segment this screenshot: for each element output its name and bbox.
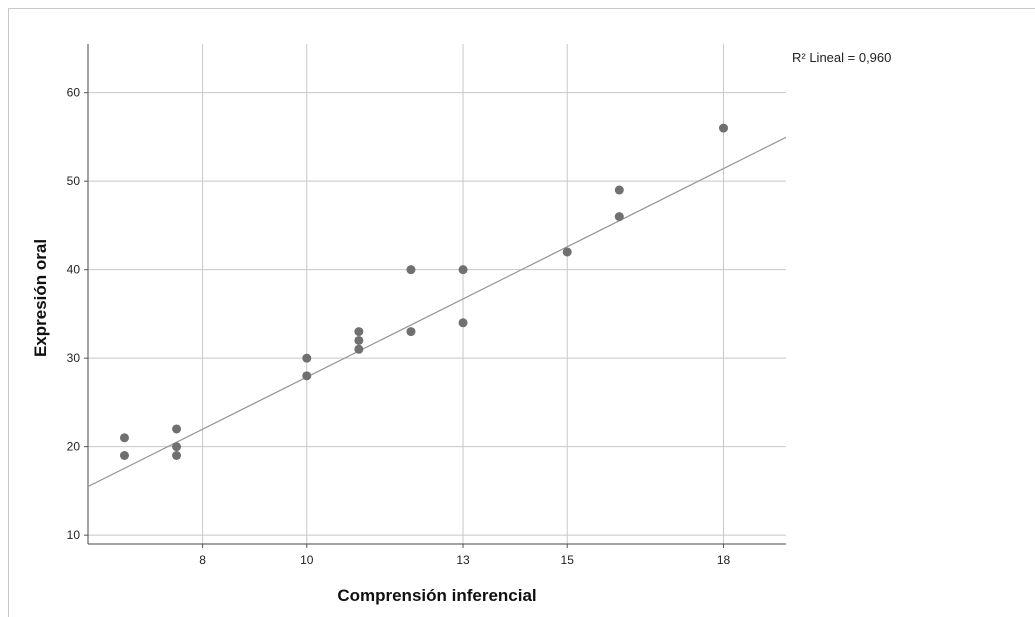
data-points	[119, 123, 728, 461]
x-tick-label: 8	[199, 553, 206, 567]
data-point	[354, 327, 364, 337]
x-tick-label: 13	[456, 553, 470, 567]
data-point	[172, 451, 182, 461]
y-tick-label: 10	[67, 528, 81, 542]
y-tick-label: 40	[67, 263, 81, 277]
y-tick-label: 20	[67, 440, 81, 454]
x-tick-label: 10	[300, 553, 314, 567]
data-point	[302, 353, 312, 363]
y-tick-label: 30	[67, 351, 81, 365]
data-point	[406, 327, 416, 337]
data-point	[302, 371, 312, 381]
chart-frame	[8, 8, 1035, 617]
data-point	[718, 123, 728, 133]
x-tick-label: 18	[717, 553, 731, 567]
data-point	[119, 451, 129, 461]
data-point	[614, 212, 624, 222]
data-point	[119, 433, 129, 443]
data-point	[406, 265, 416, 275]
y-tick-label: 50	[67, 174, 81, 188]
data-point	[458, 318, 468, 328]
data-point	[614, 185, 624, 195]
axes	[87, 44, 786, 545]
data-point	[354, 335, 364, 345]
tick-labels: 10 20 30 40 50 60 8 10 13 15 18	[67, 86, 731, 567]
data-point	[172, 424, 182, 434]
data-point	[354, 344, 364, 354]
grid-lines	[88, 44, 786, 544]
data-point	[172, 442, 182, 452]
r-squared-annotation: R² Lineal = 0,960	[792, 50, 891, 65]
y-tick-label: 60	[67, 86, 81, 100]
y-axis-title: Expresión oral	[31, 239, 50, 357]
x-tick-label: 15	[561, 553, 575, 567]
x-axis-title: Comprensión inferencial	[337, 586, 536, 605]
data-point	[458, 265, 468, 275]
data-point	[562, 247, 572, 257]
linear-fit-line	[87, 136, 787, 488]
